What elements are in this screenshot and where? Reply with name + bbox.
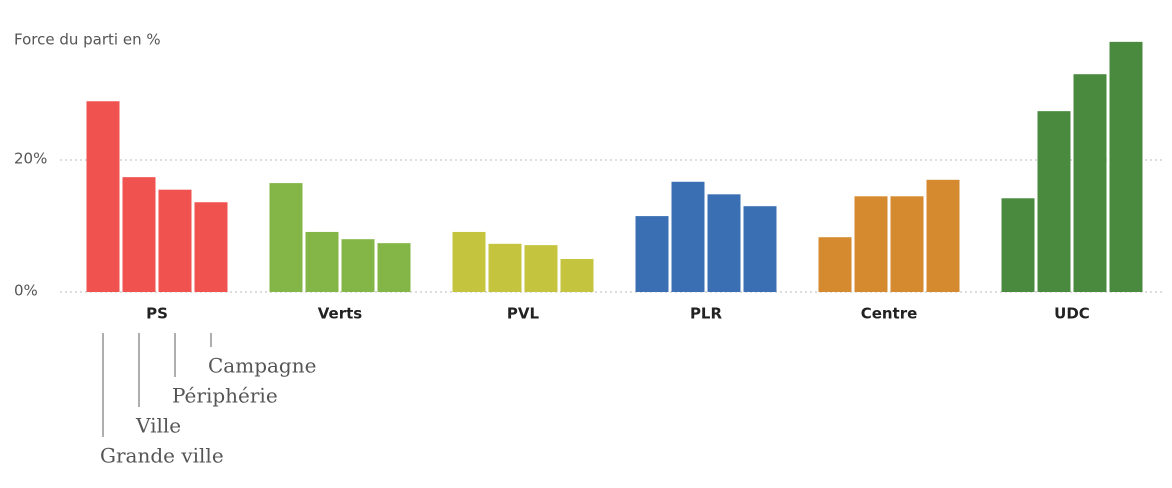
legend-label: Ville xyxy=(135,414,181,438)
bar xyxy=(269,183,303,292)
x-tick-label: Centre xyxy=(861,305,918,323)
bar xyxy=(305,231,339,292)
bar xyxy=(854,196,888,292)
bar xyxy=(377,243,411,292)
bar xyxy=(488,243,522,292)
bar xyxy=(818,237,852,292)
x-tick-label: UDC xyxy=(1054,305,1090,323)
bar xyxy=(452,231,486,292)
x-tick-label: PVL xyxy=(507,305,540,323)
x-tick-label: PS xyxy=(146,305,168,323)
legend-label: Grande ville xyxy=(100,444,224,468)
bar xyxy=(671,181,705,292)
bar xyxy=(560,259,594,292)
bar xyxy=(194,202,228,292)
bar xyxy=(524,245,558,292)
bar xyxy=(1073,74,1107,292)
bar xyxy=(341,239,375,292)
legend-label: Périphérie xyxy=(172,384,278,408)
y-tick-label: 0% xyxy=(14,282,38,300)
bar xyxy=(86,101,120,292)
y-tick-label: 20% xyxy=(14,150,47,168)
bar xyxy=(122,177,156,292)
y-axis-label: Force du parti en % xyxy=(14,31,161,49)
bar xyxy=(890,196,924,292)
bar xyxy=(926,179,960,292)
x-tick-label: PLR xyxy=(690,305,723,323)
bar xyxy=(707,194,741,292)
bar xyxy=(743,206,777,292)
bar xyxy=(1001,198,1035,292)
legend-label: Campagne xyxy=(208,354,316,378)
bar xyxy=(158,189,192,292)
bar xyxy=(1037,111,1071,292)
bar xyxy=(1109,41,1143,292)
x-tick-label: Verts xyxy=(318,305,363,323)
bar xyxy=(635,216,669,292)
